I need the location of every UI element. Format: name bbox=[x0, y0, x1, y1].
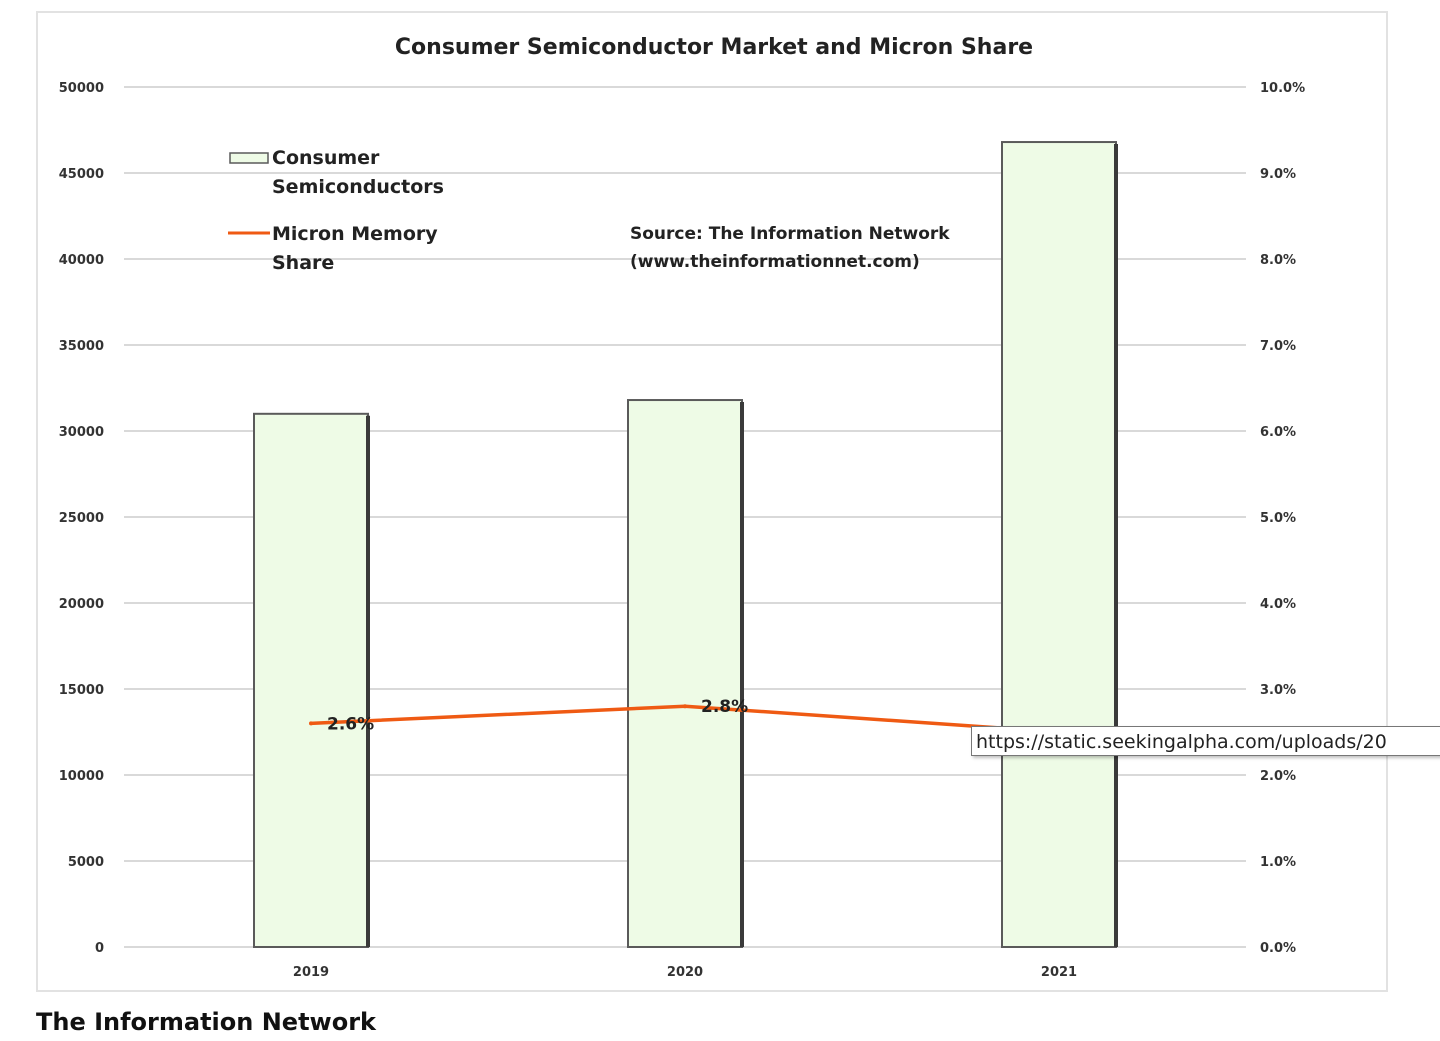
y-left-tick-label: 20000 bbox=[59, 597, 104, 612]
y-left-tick-label: 15000 bbox=[59, 683, 104, 698]
y-right-tick-label: 7.0% bbox=[1260, 339, 1296, 354]
y-right-tick-label: 9.0% bbox=[1260, 167, 1296, 182]
y-right-tick-label: 3.0% bbox=[1260, 683, 1296, 698]
y-left-tick-label: 5000 bbox=[68, 855, 104, 870]
y-left-tick-label: 50000 bbox=[59, 81, 104, 96]
x-tick-label: 2020 bbox=[667, 965, 703, 980]
bar bbox=[1001, 141, 1117, 949]
share-point bbox=[683, 704, 687, 709]
y-left-tick-label: 25000 bbox=[59, 511, 104, 526]
y-left-tick-label: 10000 bbox=[59, 769, 104, 784]
legend-bar-label-line-2: Semiconductors bbox=[272, 176, 444, 198]
source-line-1: Source: The Information Network bbox=[630, 224, 950, 244]
legend: Consumer Semiconductors Micron Memory Sh… bbox=[228, 147, 444, 274]
y-right-tick-label: 1.0% bbox=[1260, 855, 1296, 870]
source-line-2: (www.theinformationnet.com) bbox=[630, 252, 920, 272]
legend-bar-swatch bbox=[229, 152, 269, 164]
y-right-tick-label: 0.0% bbox=[1260, 941, 1296, 956]
y-right-tick-label: 8.0% bbox=[1260, 253, 1296, 268]
figure-caption: The Information Network bbox=[36, 1008, 376, 1036]
y-right-tick-label: 4.0% bbox=[1260, 597, 1296, 612]
y-right-tick-label: 6.0% bbox=[1260, 425, 1296, 440]
data-labels: 2.6% 2.8% bbox=[327, 697, 748, 734]
chart-frame: 2.6% 2.8% 0 0.0% 5000 1.0% 10000 2.0% 15000 3.0%… bbox=[36, 11, 1388, 992]
share-data-label: 2.6% bbox=[327, 714, 374, 734]
source-annotation: Source: The Information Network (www.the… bbox=[630, 224, 950, 272]
share-data-label: 2.8% bbox=[701, 697, 748, 717]
share-point bbox=[309, 721, 313, 726]
y-right-tick-label: 2.0% bbox=[1260, 769, 1296, 784]
bar-series bbox=[253, 141, 1118, 949]
y-left-tick-label: 30000 bbox=[59, 425, 104, 440]
x-tick-label: 2021 bbox=[1041, 965, 1077, 980]
y-right-tick-label: 5.0% bbox=[1260, 511, 1296, 526]
chart-title: Consumer Semiconductor Market and Micron… bbox=[395, 35, 1033, 60]
bar bbox=[253, 412, 369, 948]
y-left-tick-label: 35000 bbox=[59, 339, 104, 354]
bar bbox=[627, 399, 743, 949]
axes: 0 0.0% 5000 1.0% 10000 2.0% 15000 3.0% 20000 4.0%… bbox=[59, 81, 1305, 980]
legend-line-label-line-2: Share bbox=[272, 252, 334, 274]
y-left-tick-label: 45000 bbox=[59, 167, 104, 182]
y-right-tick-label: 10.0% bbox=[1260, 81, 1305, 96]
url-tooltip: https://static.seekingalpha.com/uploads/… bbox=[971, 726, 1440, 756]
x-tick-label: 2019 bbox=[293, 965, 329, 980]
legend-line-label-line-1: Micron Memory bbox=[272, 223, 438, 245]
y-left-tick-label: 40000 bbox=[59, 253, 104, 268]
legend-bar-label-line-1: Consumer bbox=[272, 147, 380, 169]
chart: 2.6% 2.8% 0 0.0% 5000 1.0% 10000 2.0% 15000 3.0%… bbox=[59, 35, 1305, 980]
y-left-tick-label: 0 bbox=[95, 941, 104, 956]
